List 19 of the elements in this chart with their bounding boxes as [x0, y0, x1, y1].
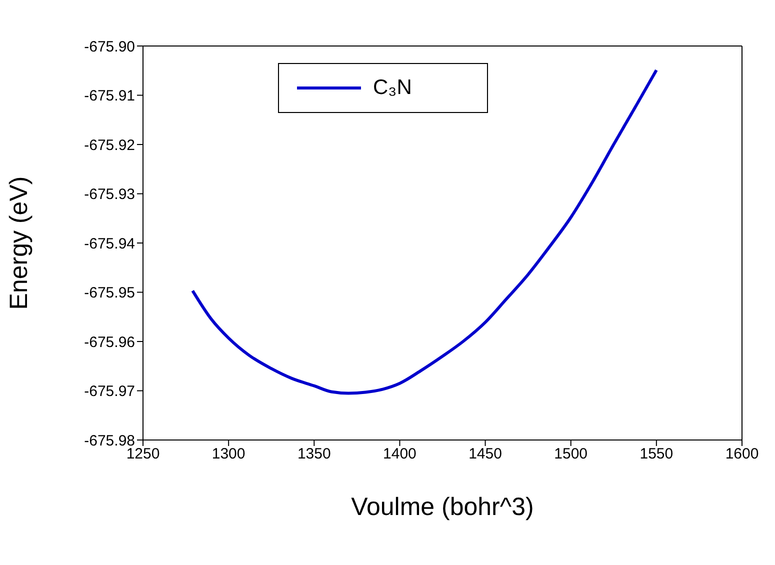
x-tick-label: 1300: [212, 446, 246, 463]
legend-label: C₃N: [373, 76, 412, 100]
y-tick-label: -675.90: [84, 38, 135, 56]
x-tick-label: 1450: [468, 446, 502, 463]
y-tick-label: -675.92: [84, 136, 135, 154]
y-tick-label: -675.93: [84, 186, 135, 204]
y-tick-label: -675.97: [84, 383, 135, 400]
x-tick-label: 1400: [383, 446, 416, 463]
x-axis-title: Voulme (bohr^3): [351, 493, 534, 521]
line-series: [191, 68, 658, 395]
x-tick-label: 1600: [725, 446, 759, 463]
y-tick-label: -675.91: [84, 88, 135, 105]
y-axis-title: Energy (eV): [4, 176, 33, 310]
y-tick-label: -675.94: [84, 235, 135, 252]
y-tick-label: -675.96: [84, 334, 135, 351]
x-tick-label: 1350: [297, 446, 331, 463]
x-tick-label: 1550: [640, 446, 674, 463]
x-tick-label: 1500: [554, 446, 588, 463]
y-tick-label: -675.95: [84, 284, 135, 302]
